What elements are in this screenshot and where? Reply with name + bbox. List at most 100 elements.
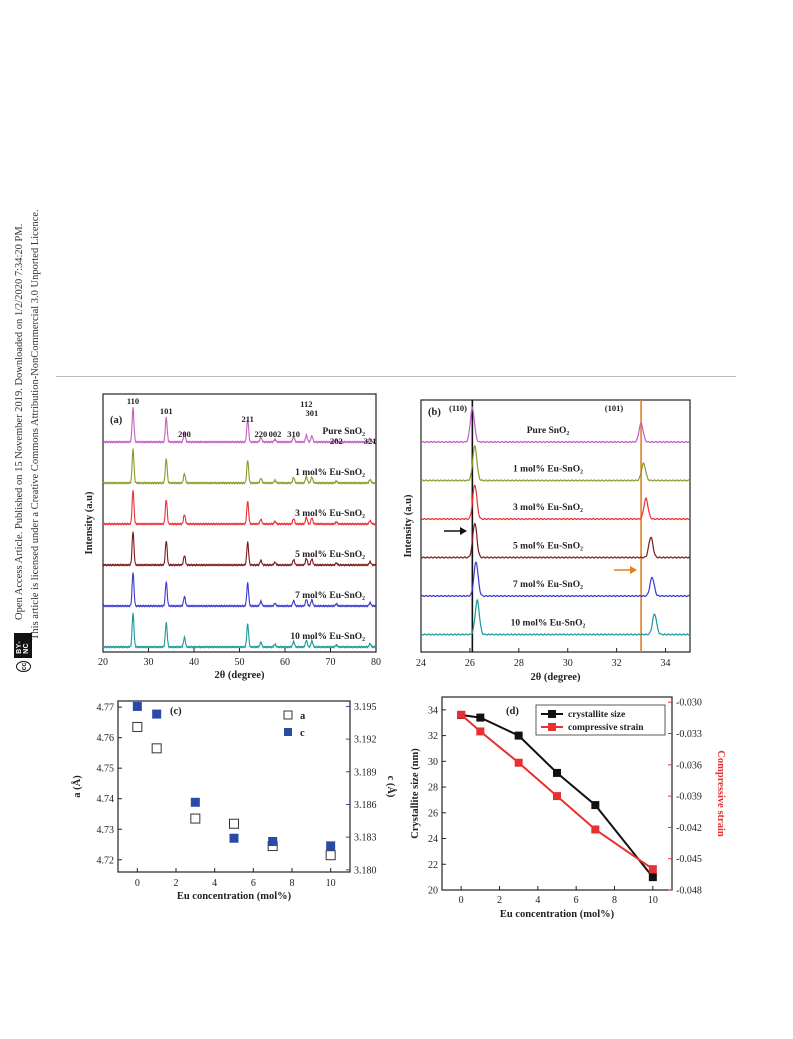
panel-b-trace xyxy=(420,598,691,636)
panel-c-point-c xyxy=(268,837,278,847)
panel-d-size-point xyxy=(514,731,523,740)
page-divider xyxy=(56,376,736,377)
panel-c-xtick-label: 2 xyxy=(174,878,179,889)
panel-a-trace xyxy=(102,612,377,649)
panel-a-xtick-label: 70 xyxy=(326,657,336,668)
panel-d-legend-size-marker xyxy=(548,710,556,718)
panel-a-trace-label: Pure SnO₂ xyxy=(322,427,365,437)
panel-a-trace xyxy=(102,407,377,444)
panel-a-peak-label: 310 xyxy=(287,429,300,439)
panel-a-peak-label: 112 xyxy=(300,399,312,409)
panel-c-frame xyxy=(117,700,351,873)
panel-b-ylabel: Intensity (a.u) xyxy=(403,494,414,558)
panel-d-strain-point xyxy=(457,710,466,719)
panel-b-xtick-label: 30 xyxy=(563,658,573,669)
panel-c-legend-a-marker xyxy=(283,710,293,720)
panel-b-trace xyxy=(420,484,691,521)
panel-a-trace-label: 10 mol% Eu-SnO₂ xyxy=(290,632,365,642)
panel-d-xtick-label: 10 xyxy=(648,895,658,906)
panel-a-xlabel: 2θ (degree) xyxy=(215,670,265,681)
panel-d-strain-point xyxy=(648,865,657,874)
panel-c-ytick-label: 4.76 xyxy=(97,733,115,744)
panel-d-y2tick-label: -0.039 xyxy=(676,792,702,803)
panel-d-xtick-label: 6 xyxy=(574,895,579,906)
panel-d-strain-line xyxy=(460,713,654,870)
panel-d-y2tick-label: -0.042 xyxy=(676,823,702,834)
panel-b-trace-label: 1 mol% Eu-SnO₂ xyxy=(513,465,583,475)
panel-b-peak-label: (101) xyxy=(605,403,624,413)
panel-a-peak-label: 200 xyxy=(178,429,191,439)
panel-c-point-a xyxy=(190,813,201,824)
panel-a-peak-label: 110 xyxy=(127,396,139,406)
panel-c-legend-c-label: c xyxy=(300,728,305,739)
panel-c-tag: (c) xyxy=(170,706,182,717)
panel-b-xtick-label: 24 xyxy=(416,658,426,669)
panel-a-trace xyxy=(102,531,377,567)
panel-d-strain-point xyxy=(514,758,523,767)
panel-a-trace-label: 5 mol% Eu-SnO₂ xyxy=(295,550,365,560)
panel-d-y2tick-label: -0.045 xyxy=(676,854,702,865)
panel-d-xtick-label: 2 xyxy=(497,895,502,906)
panel-a-peak-label: 002 xyxy=(269,429,282,439)
panel-d-legend-strain-marker xyxy=(548,723,556,731)
panel-d-size-point xyxy=(553,768,561,777)
panel-c-xtick-label: 10 xyxy=(326,878,336,889)
panel-a-trace-label: 7 mol% Eu-SnO₂ xyxy=(295,591,365,601)
panel-d-legend-strain-label: compressive strain xyxy=(568,723,644,733)
panel-b-trace xyxy=(420,522,691,559)
panel-a-xtick-label: 20 xyxy=(98,657,108,668)
panel-c-xtick-label: 4 xyxy=(212,878,217,889)
panel-a-peak-label: 321 xyxy=(364,436,377,446)
panel-a-trace-label: 3 mol% Eu-SnO₂ xyxy=(295,509,365,519)
panel-d-strain-point xyxy=(476,727,485,736)
panel-b-xtick-label: 26 xyxy=(465,658,475,669)
panel-b-trace-label: Pure SnO₂ xyxy=(527,426,570,436)
panel-d-ytick-label: 26 xyxy=(428,808,438,819)
panel-c-xlabel: Eu concentration (mol%) xyxy=(177,891,292,902)
panel-c-point-c xyxy=(326,841,336,851)
panel-c-xtick-label: 8 xyxy=(290,878,295,889)
panel-c-y2tick-label: 3.189 xyxy=(354,767,377,778)
panel-c-point-c xyxy=(152,709,162,719)
panel-a-xtick-label: 80 xyxy=(371,657,381,668)
panel-d-size-point xyxy=(591,801,600,810)
panel-a-tag: (a) xyxy=(110,415,123,426)
panel-d-xtick-label: 4 xyxy=(535,895,540,906)
panel-b-xtick-label: 32 xyxy=(612,658,622,669)
panel-a-xtick-label: 30 xyxy=(144,657,154,668)
panel-a-xtick-label: 40 xyxy=(189,657,199,668)
panel-d-xtick-label: 0 xyxy=(459,895,464,906)
panel-c-ytick-label: 4.75 xyxy=(97,764,115,775)
panel-c-y2tick-label: 3.192 xyxy=(354,735,377,746)
panel-c-ytick-label: 4.73 xyxy=(97,825,115,836)
panel-c-point-a xyxy=(132,721,143,732)
panel-c-xtick-label: 6 xyxy=(251,878,256,889)
panel-c-y2tick-label: 3.186 xyxy=(354,800,377,811)
panel-d-tag: (d) xyxy=(506,706,519,717)
panel-d-y2tick-label: -0.033 xyxy=(676,729,702,740)
panel-a-ylabel: Intensity (a.u) xyxy=(84,491,95,555)
panel-a-xtick-label: 60 xyxy=(280,657,290,668)
panel-d-ytick-label: 22 xyxy=(428,860,438,871)
panel-b-trace-label: 7 mol% Eu-SnO₂ xyxy=(513,580,583,590)
panel-d-ytick-label: 20 xyxy=(428,886,438,897)
panel-a-peak-label: 220 xyxy=(255,429,268,439)
panel-c-legend-c-marker xyxy=(284,728,292,736)
panel-d-ytick-label: 32 xyxy=(428,731,438,742)
panel-d-xlabel: Eu concentration (mol%) xyxy=(500,909,615,920)
panel-c-point-a xyxy=(229,818,239,829)
panel-b-tag: (b) xyxy=(428,407,441,418)
panel-d-y2tick-label: -0.036 xyxy=(676,760,702,771)
panel-d-ytick-label: 24 xyxy=(428,834,438,845)
panel-d-frame xyxy=(441,696,673,891)
panel-a-trace xyxy=(102,448,377,485)
panel-d-size-point xyxy=(648,873,657,882)
panel-a-trace-label: 1 mol% Eu-SnO₂ xyxy=(295,468,365,478)
panel-c-ytick-label: 4.77 xyxy=(97,703,115,714)
panel-b-trace xyxy=(420,444,691,482)
panel-c-xtick-label: 0 xyxy=(135,878,140,889)
panel-d-y2tick-label: -0.048 xyxy=(676,886,702,897)
panel-d-size-point xyxy=(476,713,485,722)
panel-c-point-a xyxy=(151,743,162,754)
